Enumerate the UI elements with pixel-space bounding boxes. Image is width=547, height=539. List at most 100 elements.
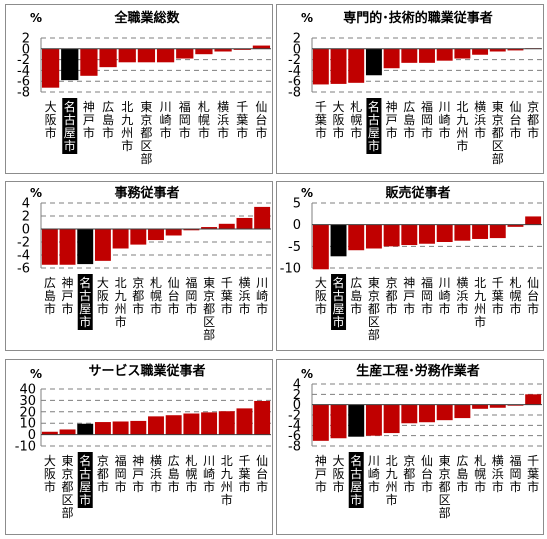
bar-横浜市: [489, 404, 506, 408]
category-label: 仙台市: [421, 454, 433, 494]
bar-福岡市: [176, 48, 194, 59]
bar-広島市: [41, 229, 58, 265]
bar-川崎市: [156, 48, 175, 63]
y-tick-label: -10: [280, 262, 301, 277]
y-tick-label: 0: [22, 42, 30, 57]
bar-千葉市: [236, 408, 253, 435]
bar-京都市: [383, 224, 400, 247]
category-label: 神戸市: [132, 454, 144, 494]
bar-広島市: [165, 415, 182, 435]
y-tick-label: 0: [293, 218, 301, 233]
y-tick-label: -2: [17, 236, 30, 251]
category-label: 福岡市: [509, 453, 521, 494]
bar-京都市: [130, 229, 147, 245]
bar-名古屋市: [365, 48, 382, 76]
bar-京都市: [401, 404, 418, 424]
category-label: 東京都区部: [439, 454, 451, 520]
category-label: 広島市: [456, 454, 468, 494]
bar-大阪市: [330, 404, 347, 439]
highlight-label-bg: [348, 452, 364, 508]
bar-札幌市: [507, 224, 524, 227]
chart-title: 事務従事者: [114, 185, 179, 201]
y-tick-label: 5: [293, 197, 301, 212]
bar-福岡市: [183, 229, 200, 231]
category-label: 川崎市: [203, 454, 215, 494]
category-label: 名古屋市: [79, 453, 91, 507]
y-unit-label: %: [301, 367, 313, 381]
y-tick-label: 2: [22, 32, 30, 47]
bar-川崎市: [201, 412, 218, 435]
category-label: 大阪市: [333, 454, 345, 494]
chart-panel-total: 全職業総数% 2 0 -2 -4 -6 -8 大阪市 名古屋市 神戸市 広島市 北九州市 東京都区部 川崎…: [5, 4, 273, 174]
bar-名古屋市: [77, 229, 94, 265]
y-tick-label: 10: [19, 417, 36, 432]
category-label: 川崎市: [256, 276, 268, 316]
y-tick-label: -2: [288, 409, 301, 424]
bar-川崎市: [254, 206, 271, 229]
category-label: 千葉市: [492, 276, 504, 316]
bar-神戸市: [312, 404, 329, 441]
y-tick-label: 20: [19, 405, 36, 420]
category-label: 広島市: [168, 454, 180, 494]
category-label: 横浜市: [474, 100, 486, 140]
y-tick-label: -4: [17, 64, 30, 79]
y-tick-label: 2: [293, 388, 301, 403]
y-tick-label: -10: [15, 440, 36, 455]
y-tick-label: -8: [288, 86, 301, 101]
y-tick-label: -6: [17, 75, 30, 90]
chart-panel-sales: 販売従事者% 5 0 -5 -10 大阪市 名古屋市 広島市 東京都区部 京都市 神戸市 福岡市 川崎市…: [276, 181, 544, 351]
y-tick-label: -6: [288, 75, 301, 90]
bar-川崎市: [436, 48, 453, 61]
bar-広島市: [348, 224, 365, 251]
category-label: 大阪市: [97, 276, 109, 316]
chart-title: サービス職業従事者: [88, 363, 205, 379]
bar-福岡市: [419, 48, 435, 63]
highlight-label-bg: [77, 274, 93, 330]
category-label: 札幌市: [185, 454, 197, 494]
bar-神戸市: [401, 224, 418, 246]
bar-千葉市: [218, 223, 235, 229]
category-label: 名古屋市: [350, 453, 362, 507]
y-tick-label: 2: [293, 32, 301, 47]
bar-福岡市: [507, 404, 524, 406]
highlight-label-bg: [331, 274, 347, 330]
category-label: 北九州市: [115, 276, 127, 329]
highlight-label-bg: [366, 98, 382, 154]
bar-横浜市: [472, 48, 489, 55]
chart-title: 生産工程･労務作業者: [356, 363, 480, 379]
category-label: 京都市: [403, 454, 415, 494]
category-label: 札幌市: [350, 100, 362, 140]
bar-東京都区部: [436, 404, 453, 421]
category-label: 横浜市: [238, 276, 250, 316]
category-label: 仙台市: [255, 100, 267, 140]
category-label: 仙台市: [527, 276, 539, 316]
highlight-label-bg: [77, 452, 93, 508]
category-label: 東京都区部: [62, 454, 74, 520]
bar-札幌市: [472, 404, 489, 409]
y-tick-label: 2: [22, 210, 30, 225]
bar-大阪市: [94, 229, 111, 261]
bar-仙台市: [252, 45, 271, 49]
y-tick-label: -4: [17, 249, 30, 264]
category-label: 大阪市: [45, 100, 57, 140]
y-tick-label: -6: [288, 429, 301, 444]
category-label: 横浜市: [217, 100, 229, 140]
bar-北九州市: [472, 224, 489, 239]
bar-大阪市: [330, 48, 347, 84]
category-label: 福岡市: [421, 99, 433, 140]
category-label: 横浜市: [150, 454, 162, 494]
bar-広島市: [454, 404, 471, 419]
category-label: 名古屋市: [79, 275, 91, 329]
bar-東京都区部: [201, 227, 218, 229]
bar-北九州市: [218, 411, 235, 435]
bar-福岡市: [419, 224, 435, 244]
category-label: 札幌市: [474, 454, 486, 494]
category-label: 札幌市: [150, 276, 162, 316]
y-tick-label: 4: [22, 197, 30, 212]
bar-横浜市: [148, 416, 164, 435]
category-label: 横浜市: [456, 276, 468, 316]
category-label: 神戸市: [62, 276, 74, 316]
y-tick-label: -5: [288, 240, 301, 255]
bar-北九州市: [454, 48, 471, 59]
